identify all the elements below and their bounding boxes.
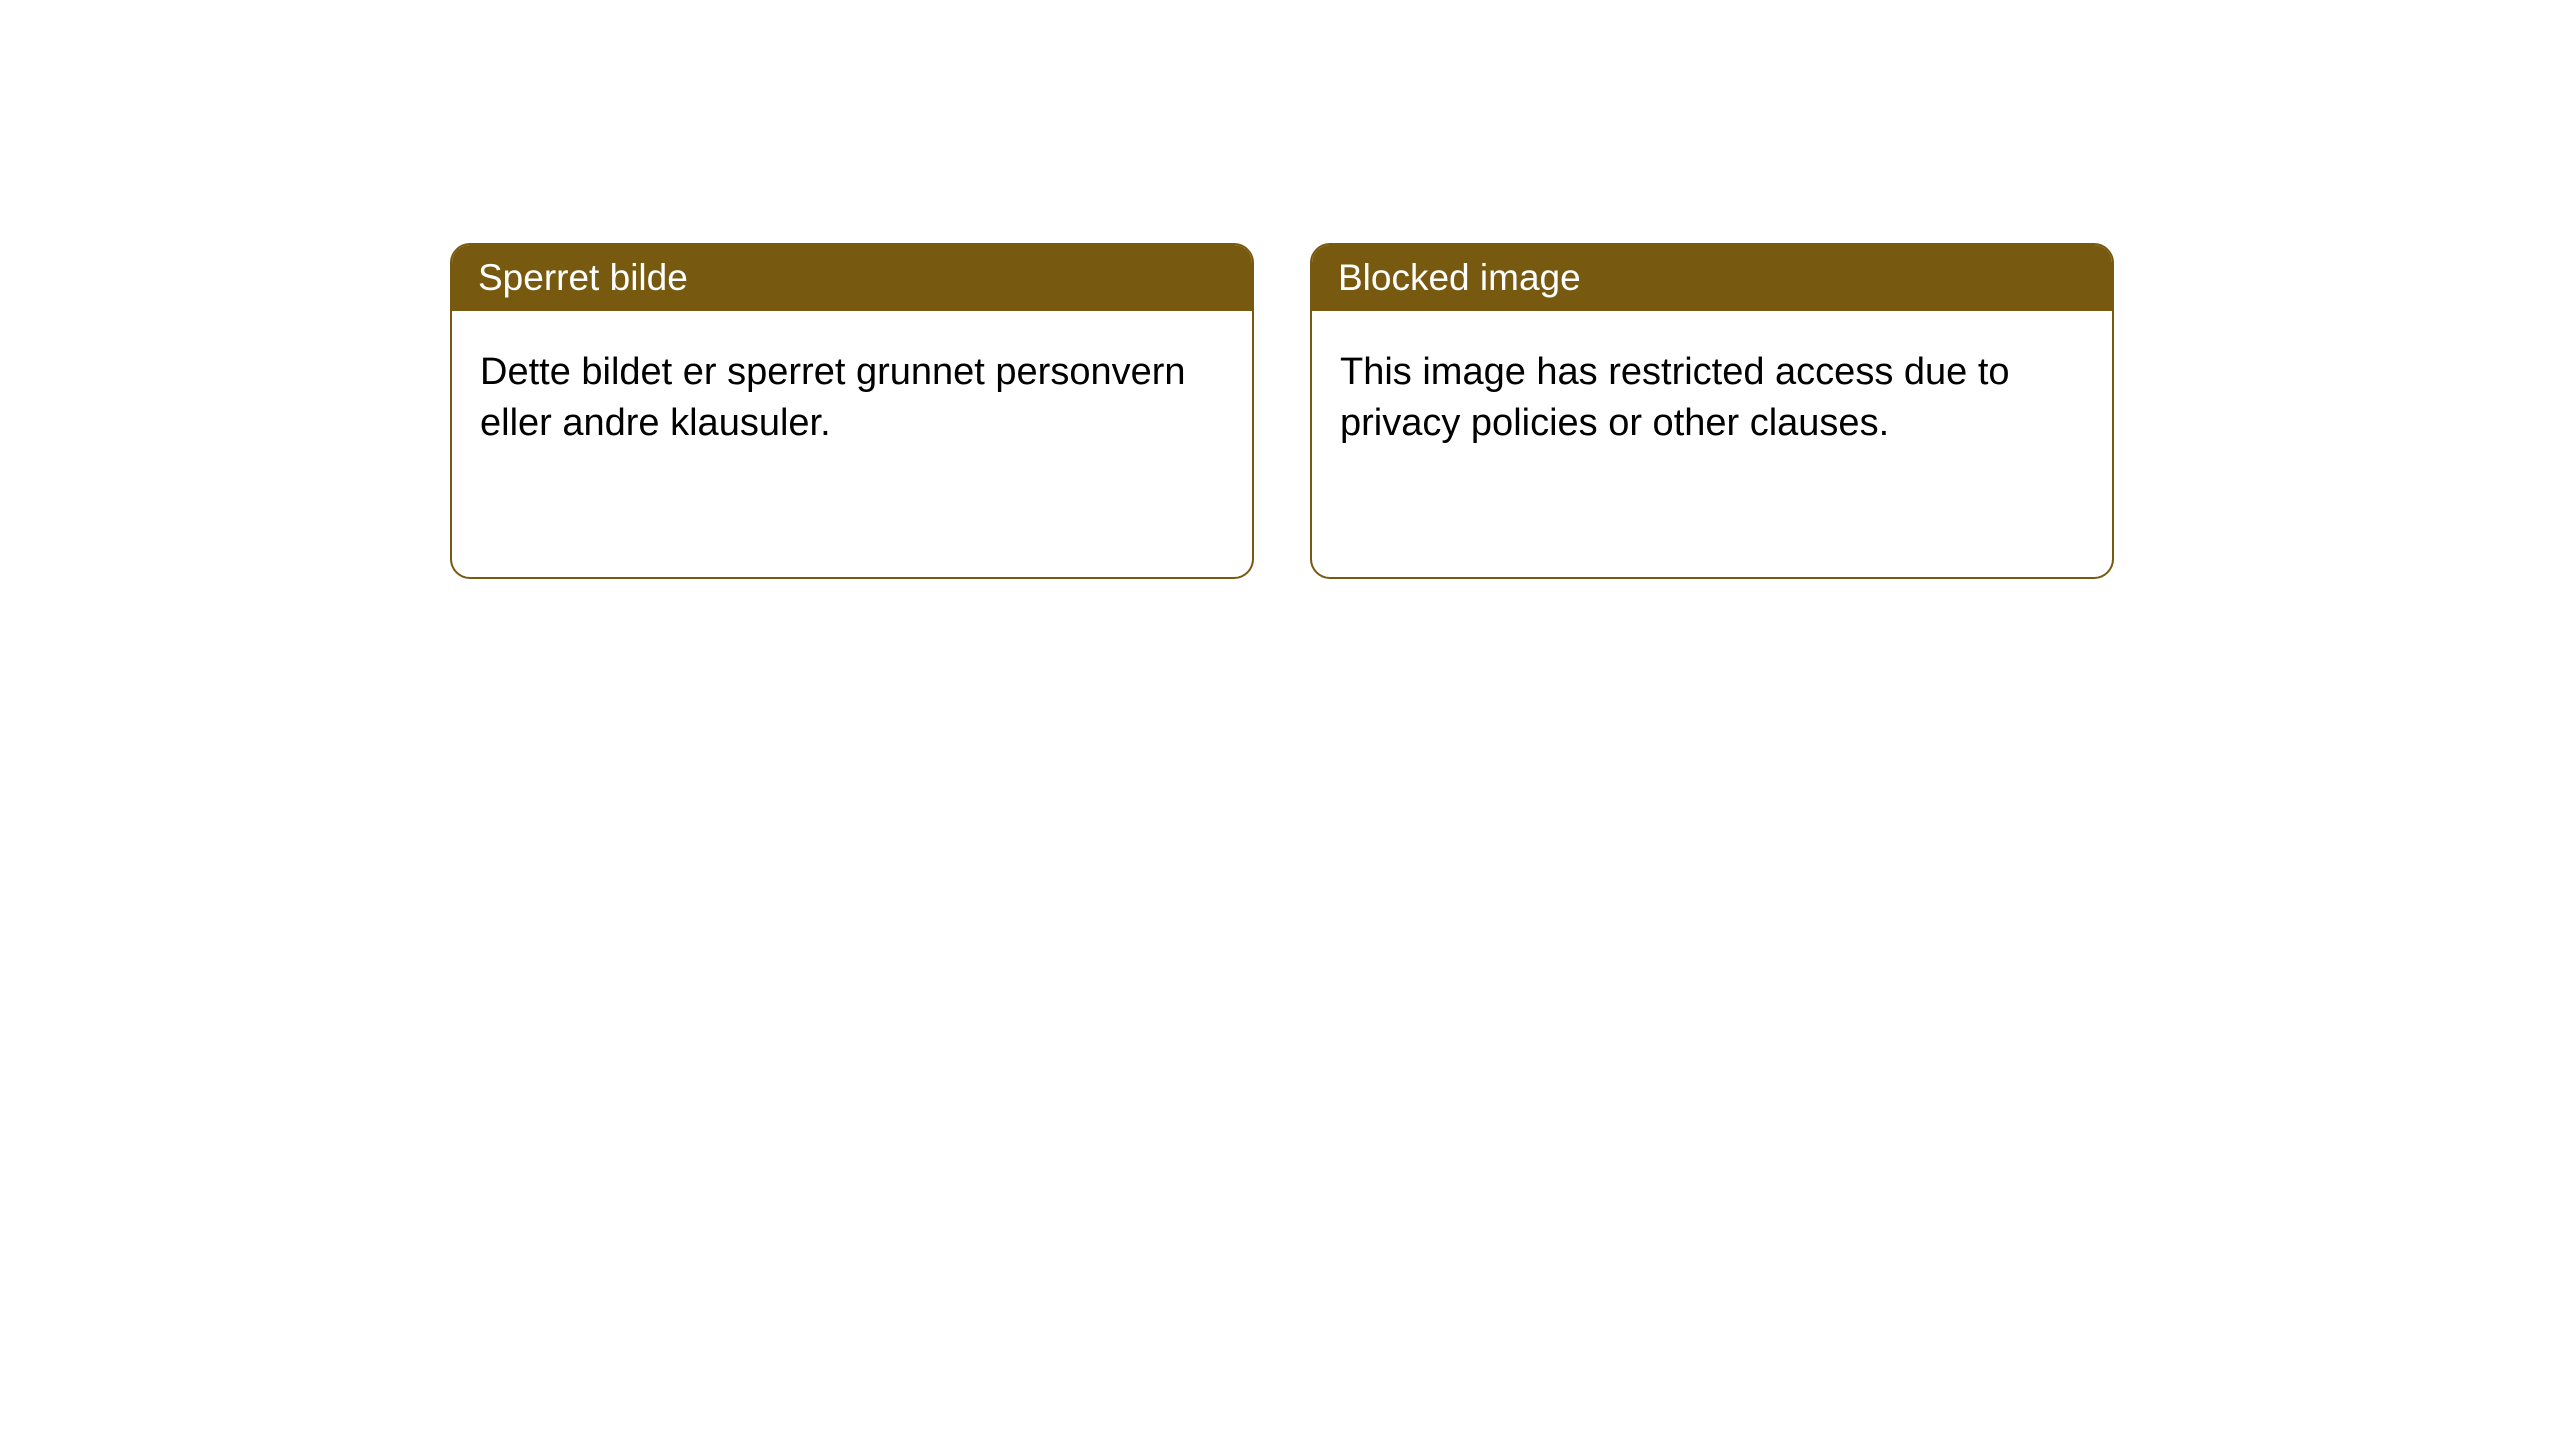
notice-container: Sperret bilde Dette bildet er sperret gr… <box>0 0 2560 579</box>
blocked-image-card-norwegian: Sperret bilde Dette bildet er sperret gr… <box>450 243 1254 579</box>
card-header-norwegian: Sperret bilde <box>452 245 1252 311</box>
card-header-english: Blocked image <box>1312 245 2112 311</box>
card-body-norwegian: Dette bildet er sperret grunnet personve… <box>452 311 1252 485</box>
card-title-english: Blocked image <box>1338 257 1581 298</box>
card-title-norwegian: Sperret bilde <box>478 257 688 298</box>
card-text-english: This image has restricted access due to … <box>1340 351 2010 444</box>
card-text-norwegian: Dette bildet er sperret grunnet personve… <box>480 351 1186 444</box>
blocked-image-card-english: Blocked image This image has restricted … <box>1310 243 2114 579</box>
card-body-english: This image has restricted access due to … <box>1312 311 2112 485</box>
